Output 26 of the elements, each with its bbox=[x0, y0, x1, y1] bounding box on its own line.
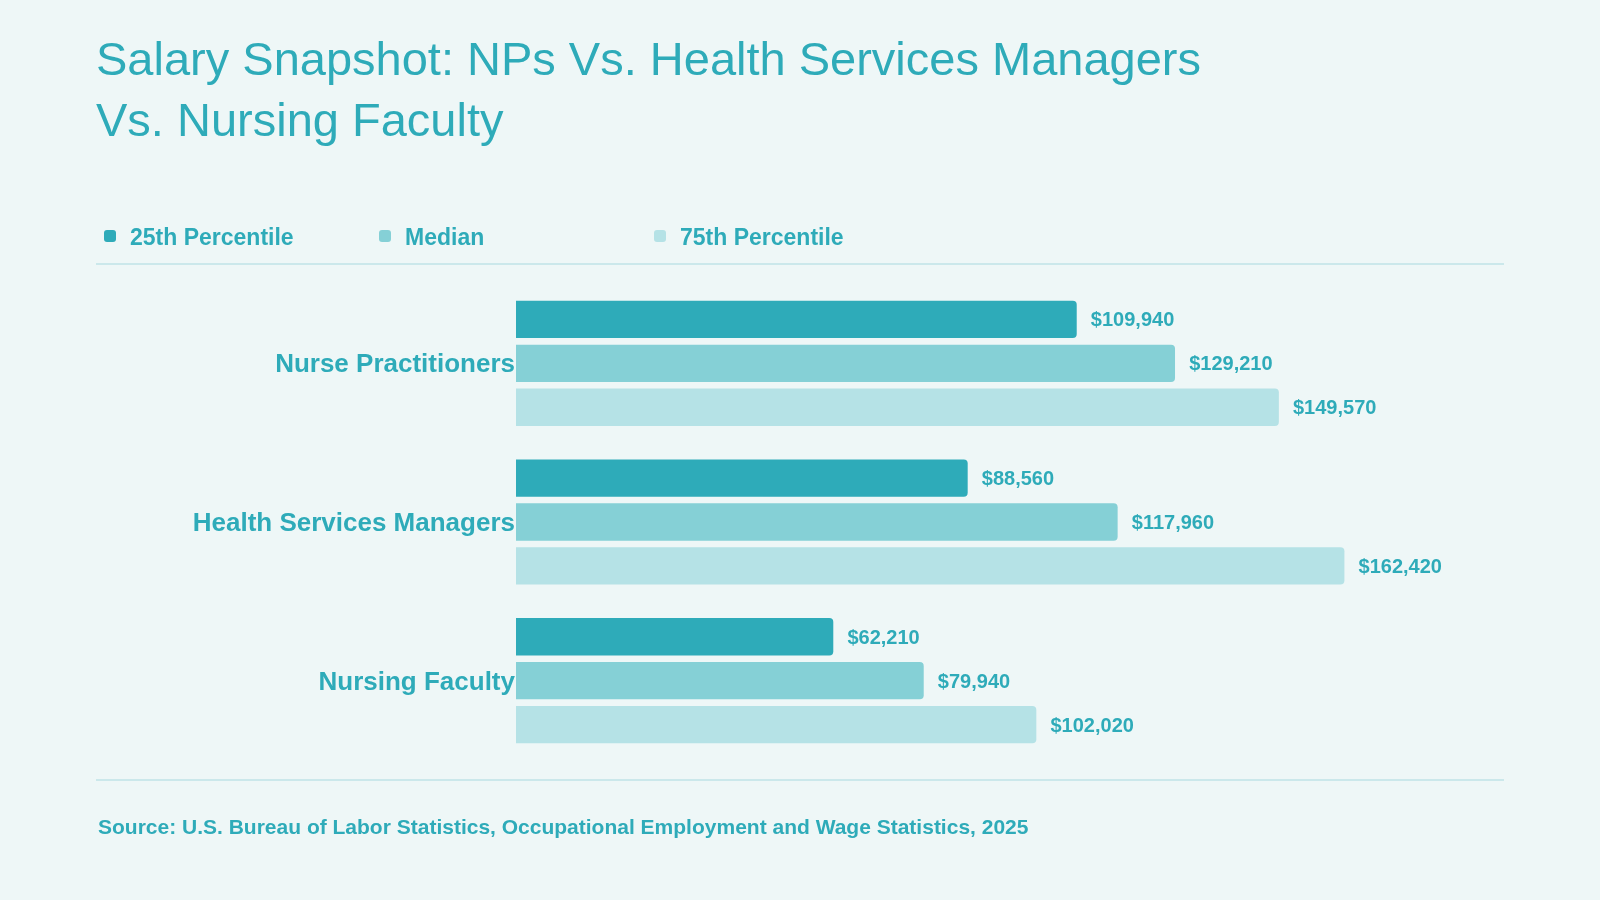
bar bbox=[516, 705, 1037, 744]
bar bbox=[516, 662, 924, 700]
data-label: $117,960 bbox=[1131, 511, 1215, 533]
y-tick-label: Nursing Faculty bbox=[318, 665, 516, 696]
source-note: Source: U.S. Bureau of Labor Statistics, Occupational Employment and Wage Statistics, 2025 bbox=[98, 815, 1029, 838]
data-label: $79,940 bbox=[937, 669, 1011, 692]
legend-label: 75th Percentile bbox=[680, 223, 844, 250]
legend-label: Median bbox=[405, 223, 485, 250]
bar bbox=[516, 547, 1345, 585]
legend-label: 25th Percentile bbox=[130, 223, 294, 250]
data-label: $102,020 bbox=[1050, 713, 1134, 736]
y-tick-label: Health Services Managers bbox=[192, 507, 515, 538]
data-label: $62,210 bbox=[847, 625, 920, 648]
bar bbox=[516, 388, 1279, 426]
bar bbox=[516, 300, 1077, 339]
data-label: $149,570 bbox=[1292, 396, 1377, 419]
y-tick-label: Nurse Practitioners bbox=[275, 348, 515, 379]
bar bbox=[516, 618, 834, 656]
bar bbox=[516, 459, 968, 497]
chart-title: Salary Snapshot: NPs Vs. Health Services Managers Vs. Nursing Faculty bbox=[96, 32, 1202, 147]
data-label: $109,940 bbox=[1090, 308, 1175, 331]
data-label: $88,560 bbox=[981, 467, 1055, 490]
data-label: $162,420 bbox=[1358, 554, 1442, 577]
bar bbox=[516, 503, 1118, 541]
data-label: $129,210 bbox=[1189, 352, 1273, 375]
bar bbox=[516, 344, 1176, 382]
